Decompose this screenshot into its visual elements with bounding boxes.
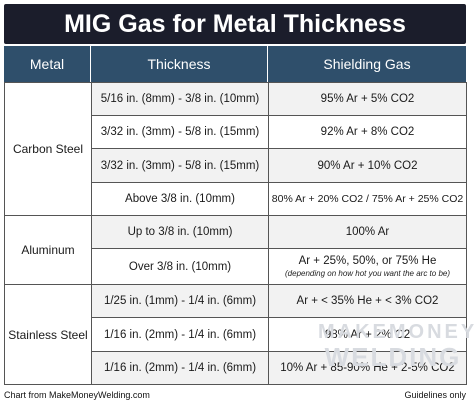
thickness-cell: 1/16 in. (2mm) - 1/4 in. (6mm) [91,351,269,385]
metal-cell: Aluminum [4,215,92,285]
table-row: 3/32 in. (3mm) - 5/8 in. (15mm) 90% Ar +… [5,148,467,183]
gas-cell: 80% Ar + 20% CO2 / 75% Ar + 25% CO2 [268,182,467,216]
footer-source: Chart from MakeMoneyWelding.com [4,390,150,400]
thickness-cell: 3/32 in. (3mm) - 5/8 in. (15mm) [91,115,269,149]
gas-note: (depending on how hot you want the arc t… [285,269,450,278]
gas-cell: 95% Ar + 5% CO2 [268,82,467,116]
thickness-cell: 5/16 in. (8mm) - 3/8 in. (10mm) [91,82,269,116]
table-header-row: Metal Thickness Shielding Gas [4,46,466,82]
table-row: Stainless Steel 1/25 in. (1mm) - 1/4 in.… [4,284,467,385]
gas-table: Carbon Steel 5/16 in. (8mm) - 3/8 in. (1… [4,82,467,385]
thickness-cell: 3/32 in. (3mm) - 5/8 in. (15mm) [91,148,269,183]
table-row: 3/32 in. (3mm) - 5/8 in. (15mm) 92% Ar +… [5,115,467,149]
table-row: Over 3/8 in. (10mm) Ar + 25%, 50%, or 75… [5,248,467,285]
header-shielding-gas: Shielding Gas [323,56,411,72]
gas-cell: Ar + 25%, 50%, or 75% He (depending on h… [268,248,467,285]
gas-cell: 10% Ar + 85-90% He + 2-5% CO2 [268,351,467,385]
table-row: Aluminum Up to 3/8 in. (10mm) 100% Ar [4,215,467,285]
table-row: 1/16 in. (2mm) - 1/4 in. (6mm) 98% Ar + … [5,317,467,352]
gas-text: Ar + 25%, 50%, or 75% He [298,255,437,267]
thickness-cell: Above 3/8 in. (10mm) [91,182,269,216]
table-row: 1/16 in. (2mm) - 1/4 in. (6mm) 10% Ar + … [5,351,467,385]
thickness-cell: Up to 3/8 in. (10mm) [91,215,269,249]
footer-disclaimer: Guidelines only [404,390,466,400]
metal-cell: Stainless Steel [4,284,92,385]
header-metal: Metal [4,46,91,82]
thickness-cell: Over 3/8 in. (10mm) [91,248,269,285]
gas-cell: 90% Ar + 10% CO2 [268,148,467,183]
gas-cell: Ar + < 35% He + < 3% CO2 [268,284,467,318]
metal-cell: Carbon Steel [4,82,92,216]
header-thickness: Thickness [91,46,268,82]
footer: Chart from MakeMoneyWelding.com Guidelin… [4,388,466,402]
chart-title: MIG Gas for Metal Thickness [4,4,466,44]
table-row: Above 3/8 in. (10mm) 80% Ar + 20% CO2 / … [5,182,467,216]
thickness-cell: 1/16 in. (2mm) - 1/4 in. (6mm) [91,317,269,352]
table-row: Carbon Steel 5/16 in. (8mm) - 3/8 in. (1… [4,82,467,216]
gas-cell: 92% Ar + 8% CO2 [268,115,467,149]
gas-cell: 100% Ar [268,215,467,249]
thickness-cell: 1/25 in. (1mm) - 1/4 in. (6mm) [91,284,269,318]
gas-cell: 98% Ar + 2% O2 [268,317,467,352]
